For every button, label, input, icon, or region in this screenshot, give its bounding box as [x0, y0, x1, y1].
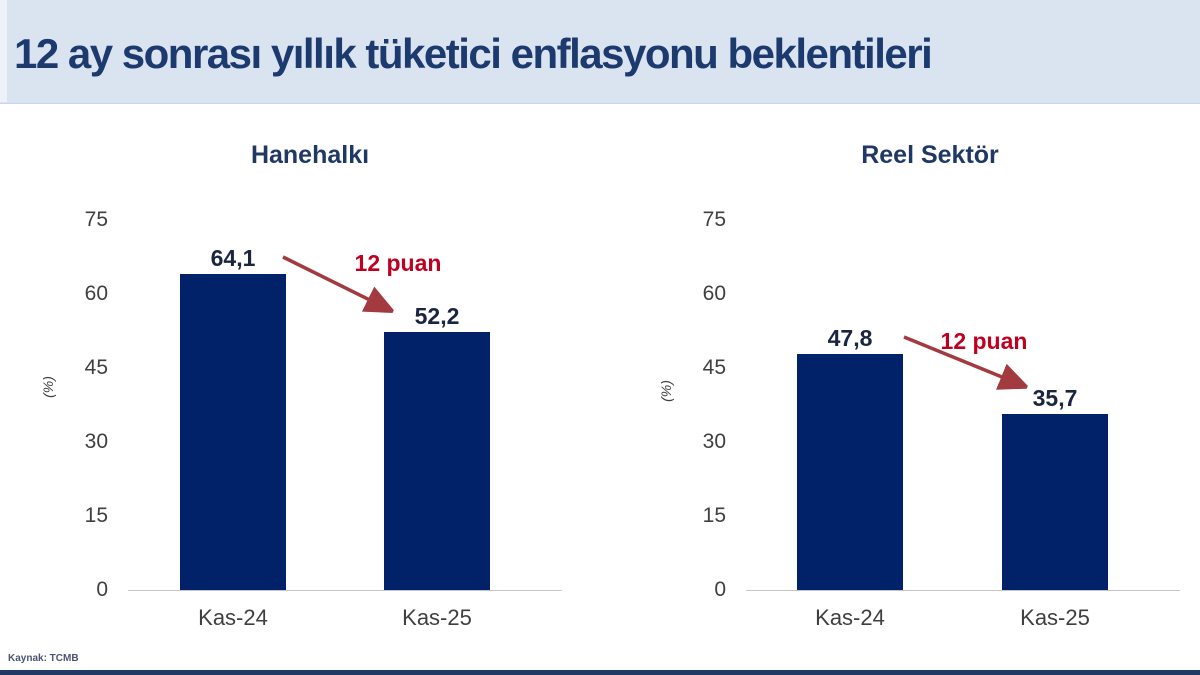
x-label-kas25: Kas-25	[1020, 605, 1090, 630]
y-tick: 15	[84, 504, 108, 527]
chart-title-household: Hanehalkı	[250, 141, 370, 169]
source-note: Kaynak: TCMB	[8, 653, 79, 664]
footer-strip	[0, 670, 1200, 675]
value-label: 35,7	[1032, 384, 1078, 411]
x-label-kas24: Kas-24	[815, 605, 885, 630]
y-tick: 45	[84, 356, 108, 379]
x-label-kas25: Kas-25	[402, 605, 472, 630]
x-axis-line	[746, 590, 1180, 591]
x-label-kas24: Kas-24	[198, 605, 268, 630]
y-axis-label-percent: (%)	[658, 380, 674, 402]
value-label: 52,2	[414, 303, 460, 330]
y-tick: 0	[96, 578, 108, 601]
y-axis-label-percent: (%)	[40, 376, 56, 398]
bar-household-kas24	[180, 273, 286, 590]
y-tick: 45	[702, 356, 726, 379]
annotation-12-puan: 12 puan	[354, 250, 442, 276]
edge-notch	[0, 0, 7, 102]
y-tick: 0	[714, 578, 726, 601]
x-axis-line	[128, 590, 562, 591]
bar-realsector-kas24	[797, 354, 903, 590]
chart-title-real-sector: Reel Sektör	[861, 141, 999, 169]
y-tick: 75	[84, 208, 108, 231]
title-bar: 12 ay sonrası yıllık tüketici enflasyonu…	[0, 0, 1200, 104]
page-title: 12 ay sonrası yıllık tüketici enflasyonu…	[14, 30, 933, 77]
decrease-arrow-icon	[282, 255, 408, 326]
y-tick: 30	[84, 430, 108, 453]
bar-realsector-kas25	[1002, 413, 1108, 590]
y-tick: 60	[702, 282, 726, 305]
y-tick: 30	[702, 430, 726, 453]
decrease-arrow-icon	[903, 335, 1040, 400]
annotation-12-puan: 12 puan	[940, 328, 1028, 354]
y-tick: 75	[702, 208, 726, 231]
value-label: 47,8	[827, 325, 873, 352]
y-tick: 60	[84, 282, 108, 305]
value-label: 64,1	[210, 244, 256, 271]
y-tick: 15	[702, 504, 726, 527]
bar-household-kas25	[384, 332, 490, 590]
